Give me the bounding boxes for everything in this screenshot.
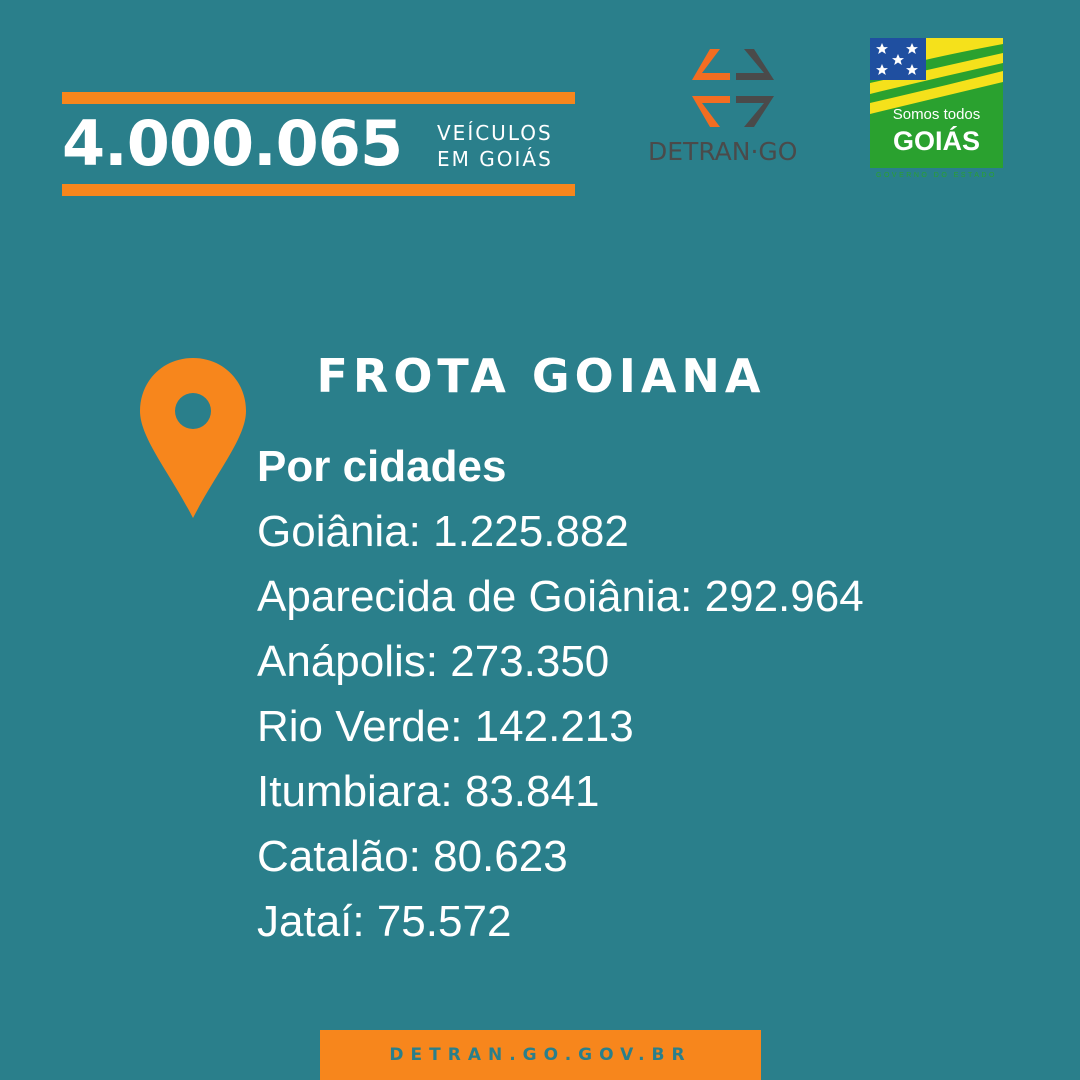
footer-banner: DETRAN.GO.GOV.BR [320, 1030, 761, 1080]
goias-slogan: Somos todos [892, 106, 981, 123]
goias-name: GOIÁS [892, 126, 980, 156]
detran-logo-text: DETRAN·GO [648, 137, 798, 166]
city-item: Itumbiara: 83.841 [257, 767, 600, 816]
city-item: Catalão: 80.623 [257, 832, 568, 881]
vehicles-label: VEÍCULOS [437, 121, 553, 145]
total-vehicles: 4.000.065 [62, 107, 403, 180]
city-item: Goiânia: 1.225.882 [257, 507, 629, 556]
map-pin-icon [140, 358, 246, 523]
city-item: Anápolis: 273.350 [257, 637, 610, 686]
goias-government: GOVERNO DO ESTADO [876, 172, 997, 179]
top-divider [62, 92, 575, 104]
detran-emblem-icon [692, 49, 774, 127]
website-link[interactable]: DETRAN.GO.GOV.BR [389, 1045, 692, 1065]
page-title: FROTA GOIANA [316, 349, 766, 403]
city-item: Rio Verde: 142.213 [257, 702, 634, 751]
city-item: Aparecida de Goiânia: 292.964 [257, 572, 864, 621]
goias-logo: Somos todos GOIÁS GOVERNO DO ESTADO [870, 38, 1003, 183]
goias-flag-icon [870, 38, 1003, 168]
city-item: Jataí: 75.572 [257, 897, 512, 946]
state-label: EM GOIÁS [437, 147, 553, 171]
detran-logo: DETRAN·GO [648, 45, 818, 170]
subtitle: Por cidades [257, 442, 507, 491]
bottom-divider [62, 184, 575, 196]
